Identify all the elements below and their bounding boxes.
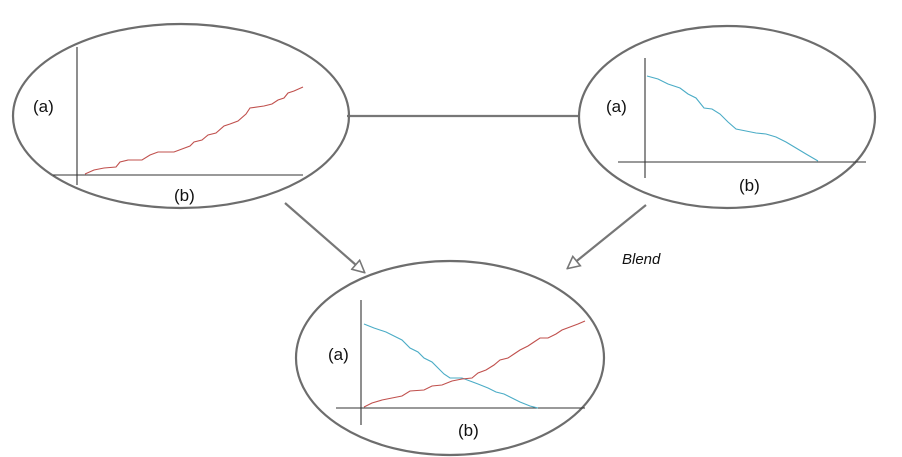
bottom-ellipse-outline (294, 259, 606, 457)
left-x-label: (b) (174, 186, 195, 205)
left-ellipse-outline (11, 22, 351, 210)
left-rising-curve (84, 86, 304, 175)
bottom-falling-curve (363, 323, 539, 409)
right-x-label: (b) (739, 176, 760, 195)
arrow-right-to-bottom (568, 204, 647, 268)
bottom-y-label: (a) (328, 345, 349, 364)
blend-label: Blend (622, 251, 661, 268)
right-ellipse: (a) (b) (577, 24, 877, 210)
bottom-rising-curve (363, 320, 586, 408)
arrow-left-to-bottom (284, 202, 364, 272)
left-y-label: (a) (33, 97, 54, 116)
left-ellipse: (a) (b) (11, 22, 351, 210)
bottom-ellipse: (a) (b) (294, 259, 606, 457)
right-falling-curve (646, 75, 819, 162)
right-ellipse-outline (577, 24, 877, 210)
right-y-label: (a) (606, 97, 627, 116)
bottom-x-label: (b) (458, 421, 479, 440)
